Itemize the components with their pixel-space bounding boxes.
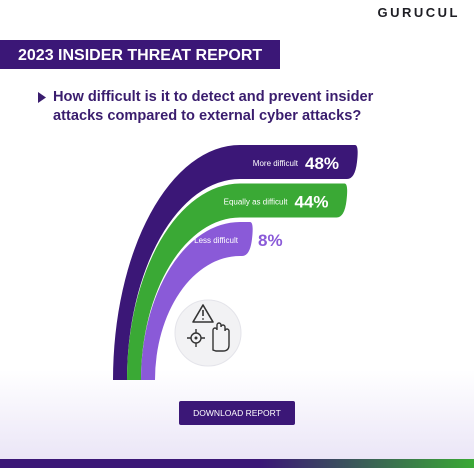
value-label: 44% [295, 193, 329, 212]
category-label: More difficult [253, 159, 299, 168]
category-label: Equally as difficult [224, 198, 289, 207]
band [127, 183, 348, 380]
icon [174, 299, 242, 367]
band [141, 222, 253, 380]
bullet [38, 92, 46, 103]
chart: More difficult 48% Equally as difficult 44%… [113, 145, 358, 380]
banner-bg [0, 40, 280, 69]
footer-strip [0, 459, 474, 468]
band [113, 145, 358, 380]
download-button[interactable]: DOWNLOAD REPORT [179, 401, 295, 425]
brand-logo: GURUCUL [378, 5, 461, 20]
value-label: 8% [258, 231, 283, 250]
banner-title: 2023 INSIDER THREAT REPORT [18, 47, 262, 64]
value-label: 48% [305, 154, 339, 173]
question: How difficult is it to detect and preven… [53, 89, 374, 124]
category-label: Less difficult [194, 236, 239, 245]
